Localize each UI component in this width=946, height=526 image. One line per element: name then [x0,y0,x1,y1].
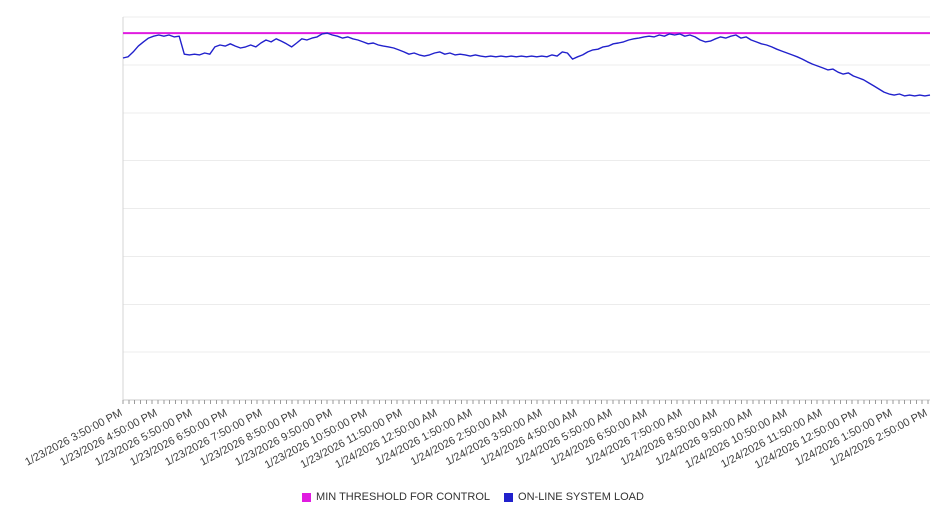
chart-legend: MIN THRESHOLD FOR CONTROL ON-LINE SYSTEM… [0,491,946,503]
line-chart: 1/23/2026 3:50:00 PM 1/23/2026 4:50:00 PM… [23,16,931,471]
legend-label-min-threshold: MIN THRESHOLD FOR CONTROL [316,491,491,503]
legend-item-online-system-load[interactable]: ON-LINE SYSTEM LOAD [504,491,644,503]
legend-swatch-system-load-icon [504,492,514,502]
legend-item-min-threshold[interactable]: MIN THRESHOLD FOR CONTROL [302,491,490,503]
legend-label-online-system-load: ON-LINE SYSTEM LOAD [518,491,644,503]
system-load-line [122,32,931,97]
chart-plot: 1/23/2026 3:50:00 PM1/23/2026 4:50:00 PM… [23,16,931,471]
legend-swatch-threshold-icon [302,492,312,502]
